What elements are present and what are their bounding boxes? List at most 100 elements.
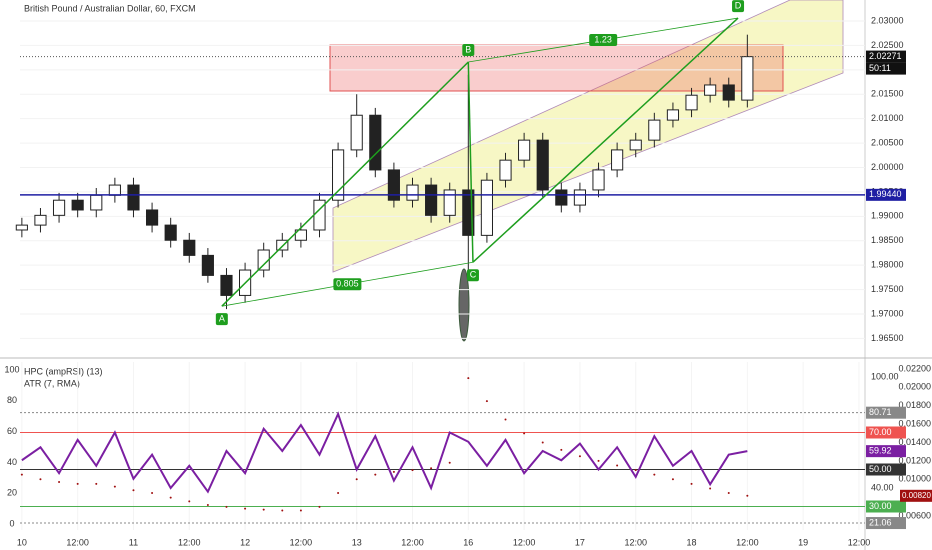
last-price-label-bg [866,50,906,63]
x-tick-label: 12:00 [736,537,759,547]
candle-body [425,184,438,216]
candle-body [294,229,307,241]
x-tick-label: 12:00 [624,537,647,547]
ratio-bg [589,34,618,47]
candle-body [406,184,419,201]
level-label-bg [866,426,906,439]
atr-point [597,459,600,462]
atr-point [709,487,712,490]
legend-entry: ATR (7, RMA) [24,378,80,388]
atr-point [132,489,135,492]
pattern-point-label: B [465,44,471,54]
atr-point [727,492,730,495]
candle-body [220,274,233,296]
candle-body [145,209,159,226]
countdown: 50:11 [869,63,891,73]
atr-point [485,400,488,403]
pattern-line [221,61,469,307]
hpc-badge: 59.92 [869,446,892,456]
x-tick-label: 13 [352,537,362,547]
atr-point [188,500,191,503]
y-tick-label: 2.01000 [871,113,904,123]
atr-point [58,481,61,484]
atr-point [746,494,749,497]
y-tick-label: 100 [4,364,19,374]
atr-point [20,473,23,476]
candle-body [462,189,475,236]
atr-point [448,461,451,464]
level-label: 50.00 [869,464,892,474]
candle-body [555,189,568,206]
pattern-point-bg [466,269,479,282]
y3-tick-label: 0.01800 [898,400,931,410]
atr-point [671,478,674,481]
level-label-bg [866,500,906,513]
candle-body [71,199,84,211]
candle-body [332,149,345,201]
y-tick-label: 1.98000 [871,260,904,270]
atr-point [39,478,42,481]
atr-point [411,469,414,472]
candle-body [350,114,363,151]
atr-point [392,470,395,473]
ratio-label: 0.805 [336,279,359,289]
atr-point [225,505,228,508]
level-label: 80.71 [869,407,892,417]
candle-body [183,239,196,256]
candle-body [34,214,47,226]
y-tick-label: 80 [7,395,17,405]
candle-body [666,109,680,121]
candle-body [90,194,103,211]
atr-point [634,469,637,472]
atr-point [560,448,563,451]
level-label-bg [866,406,906,419]
y3-tick-label: 0.01400 [898,437,931,447]
supply-zone [329,44,784,92]
candle-body [276,239,289,251]
candle-body [573,189,587,206]
candle-body [629,139,642,151]
candle-body [52,199,66,216]
atr-badge: 0.00820 [902,491,931,500]
atr-point [76,482,79,485]
countdown-bg [866,62,906,75]
atr-point [504,418,507,421]
y-tick-label: 2.02500 [871,40,904,50]
y-tick-label: 60 [7,426,17,436]
pattern-point-label: C [470,270,477,280]
atr-point [299,509,302,512]
atr-point [616,464,619,467]
y3-tick-label: 0.02000 [898,382,931,392]
highlight [458,268,470,342]
pattern-point-bg [215,313,228,326]
y3-tick-label: 0.01600 [898,419,931,429]
hline-label: 1.99440 [869,189,902,199]
pattern-point-bg [732,0,745,13]
atr-point [430,467,433,470]
y-tick-label: 0 [9,518,14,528]
hline-label-bg [866,188,906,201]
pattern-point-label: D [735,0,742,10]
candle-body [611,149,624,171]
x-tick-label: 11 [129,537,138,547]
candle-body [722,84,735,101]
x-tick-label: 12 [240,537,250,547]
candle-body [164,224,177,241]
y-tick-label: 40 [7,457,17,467]
y3-tick-label: 0.00600 [898,510,931,520]
atr-point [169,496,172,499]
x-tick-label: 12:00 [401,537,424,547]
y-tick-label: 2.00500 [871,137,904,147]
x-tick-label: 18 [687,537,697,547]
atr-point [523,432,526,435]
y2-tick-label: 40.00 [871,482,894,492]
atr-point [244,507,247,510]
x-tick-label: 12:00 [513,537,536,547]
level-label-bg [866,517,906,530]
candle-body [369,114,382,171]
y-tick-label: 1.97000 [871,308,904,318]
atr-point [262,508,265,511]
y-tick-label: 1.96500 [871,333,904,343]
